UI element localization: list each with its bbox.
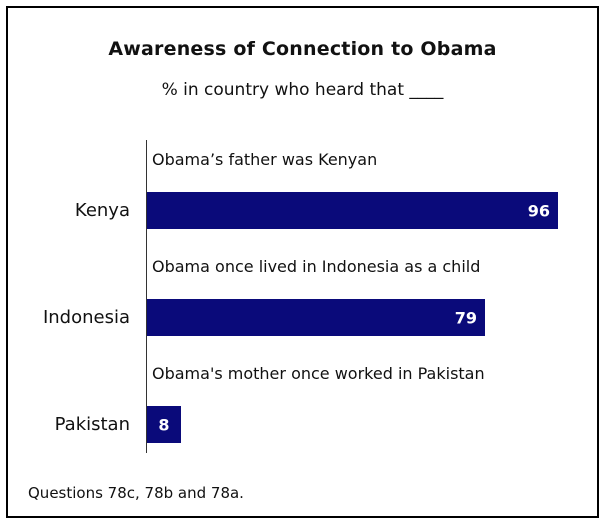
category-label-pakistan: Pakistan bbox=[54, 414, 130, 435]
chart-title: Awareness of Connection to Obama bbox=[108, 38, 497, 60]
question-note-indonesia: Obama once lived in Indonesia as a child bbox=[152, 257, 481, 276]
category-label-indonesia: Indonesia bbox=[42, 307, 130, 328]
chart-footnote: Questions 78c, 78b and 78a. bbox=[28, 484, 244, 502]
bar-pakistan: 8 bbox=[147, 406, 181, 443]
question-note-kenya: Obama’s father was Kenyan bbox=[152, 150, 378, 169]
question-note-pakistan: Obama's mother once worked in Pakistan bbox=[152, 364, 485, 383]
data-label-indonesia: 79 bbox=[454, 308, 477, 327]
bar-indonesia: 79 bbox=[147, 299, 485, 336]
data-label-pakistan: 8 bbox=[158, 415, 170, 434]
chart-frame bbox=[6, 6, 599, 518]
bar-kenya: 96 bbox=[147, 192, 558, 229]
chart-subtitle: % in country who heard that ____ bbox=[161, 80, 444, 100]
category-axis-line bbox=[146, 140, 147, 453]
category-label-kenya: Kenya bbox=[74, 200, 130, 221]
data-label-kenya: 96 bbox=[527, 201, 550, 220]
